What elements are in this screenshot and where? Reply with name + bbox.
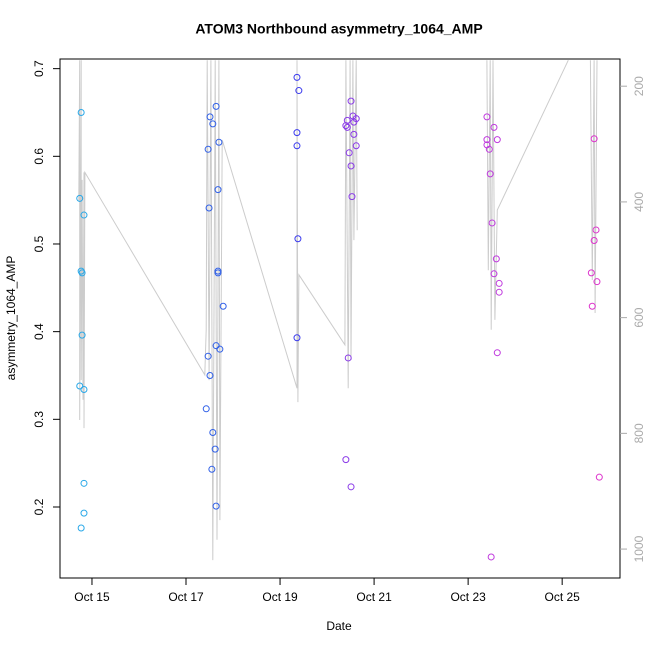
data-point [343,123,351,131]
x-tick-label: Oct 15 [74,590,110,604]
line-series [78,59,598,561]
data-point [219,302,227,310]
plot-frame [59,58,621,579]
data-point [488,219,496,227]
data-point [204,145,212,153]
data-point [593,278,601,286]
data-point [215,138,223,146]
x-axis-label: Date [326,619,352,633]
data-point [588,302,596,310]
data-point [483,136,491,144]
y2-tick-label: 400 [632,192,646,212]
data-point [208,465,216,473]
data-point [342,456,350,464]
data-point [293,334,301,342]
data-point [202,405,210,413]
data-point [495,288,503,296]
data-point [205,204,213,212]
data-point [587,269,595,277]
data-point [495,279,503,287]
data-point [344,354,352,362]
data-point [80,509,88,517]
data-point [352,115,360,123]
y-tick-label: 0.5 [32,235,46,252]
data-point [487,553,495,561]
data-point [490,123,498,131]
data-point [294,235,302,243]
x-tick-label: Oct 19 [262,590,298,604]
x-tick-label: Oct 21 [356,590,392,604]
data-point [493,136,501,144]
data-point [209,120,217,128]
data-point [293,129,301,137]
data-point [77,108,85,116]
y-tick-label: 0.6 [32,148,46,165]
data-point [345,149,353,157]
data-point [78,269,86,277]
data-point [348,193,356,201]
y-tick-label: 0.2 [32,498,46,515]
data-point [485,145,493,153]
data-point [483,113,491,121]
y2-tick-label: 800 [632,423,646,443]
x-tick-label: Oct 25 [544,590,580,604]
y-axis-label: asymmetry_1064_AMP [4,256,18,381]
data-point [216,345,224,353]
y2-tick-label: 600 [632,307,646,327]
data-point [214,269,222,277]
data-point [352,142,360,150]
data-point [76,194,84,202]
data-point [347,483,355,491]
data-point [490,270,498,278]
data-point [76,382,84,390]
y-tick-label: 0.7 [32,60,46,77]
y-tick-label: 0.4 [32,323,46,340]
data-point [212,342,220,350]
data-point [293,142,301,150]
data-point [592,226,600,234]
data-point [80,479,88,487]
data-point [80,211,88,219]
data-point [347,162,355,170]
x-tick-label: Oct 23 [450,590,486,604]
data-point [347,97,355,105]
data-point [206,371,214,379]
data-point [492,255,500,263]
data-point [80,386,88,394]
data-point [77,524,85,532]
y2-tick-label: 200 [632,76,646,96]
x-tick-label: Oct 17 [168,590,204,604]
data-point [78,331,86,339]
chart-title: ATOM3 Northbound asymmetry_1064_AMP [195,21,482,37]
data-point [486,170,494,178]
data-point [293,73,301,81]
y2-tick-label: 1000 [632,535,646,562]
data-point [295,87,303,95]
data-point [209,428,217,436]
data-point [211,445,219,453]
data-point [350,118,358,126]
data-point [206,113,214,121]
data-point [212,102,220,110]
data-point [350,130,358,138]
data-point [214,186,222,194]
data-point [590,236,598,244]
y-tick-label: 0.3 [32,411,46,428]
data-point [595,473,603,481]
data-point [212,502,220,510]
plot-area [76,59,603,561]
data-point [204,352,212,360]
data-point [493,349,501,357]
data-point [590,135,598,143]
data-point [342,122,350,130]
